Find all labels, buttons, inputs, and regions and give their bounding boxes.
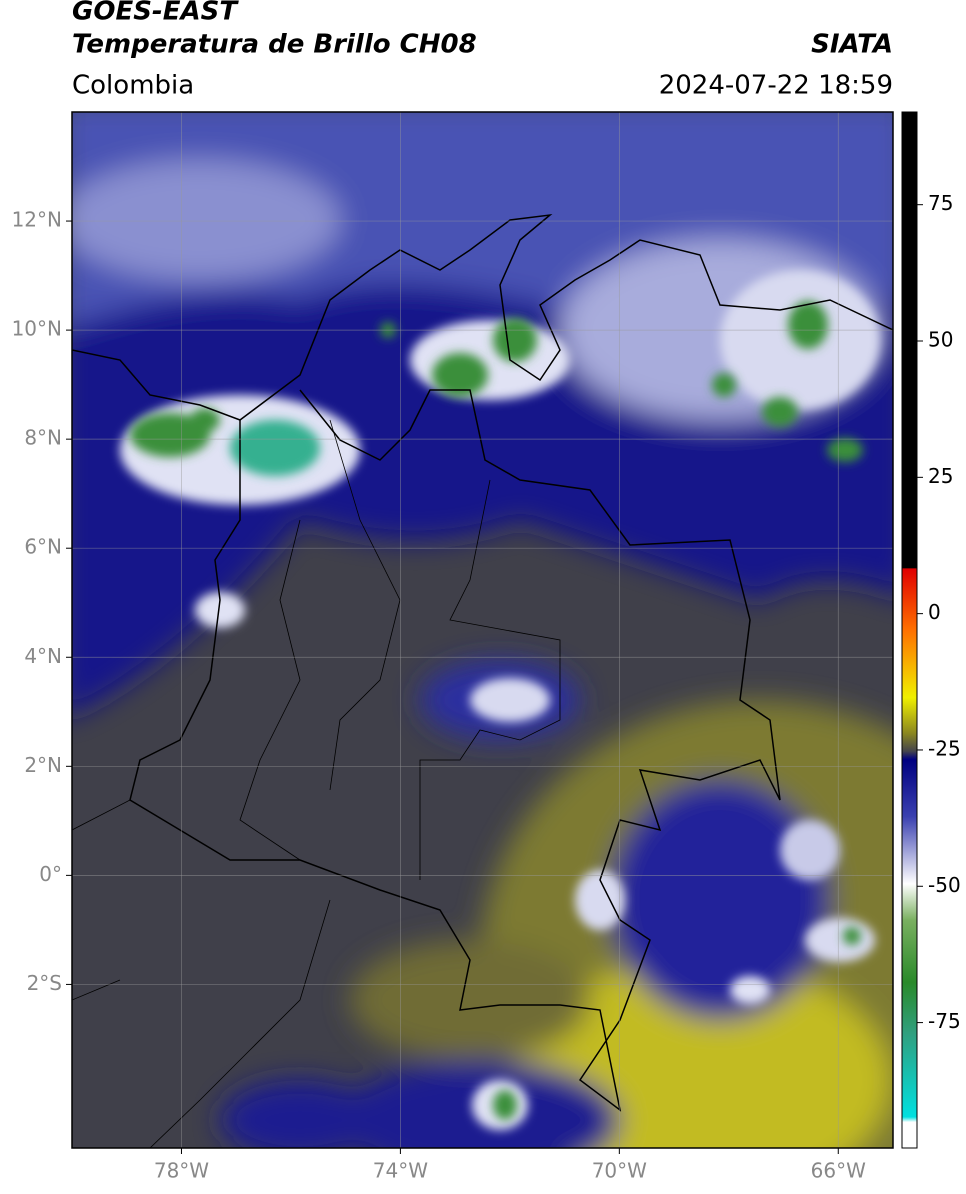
lat-tick-label: 12°N bbox=[12, 208, 62, 232]
colorbar-tick-label: -75 bbox=[928, 1009, 961, 1033]
lat-tick-label: 8°N bbox=[24, 426, 62, 450]
lat-tick-label: 2°S bbox=[27, 971, 62, 995]
colorbar-tick-label: 0 bbox=[928, 600, 941, 624]
map-frame bbox=[71, 111, 894, 1149]
lon-tick-label: 78°W bbox=[154, 1159, 209, 1183]
region: Colombia bbox=[72, 71, 194, 101]
source: SIATA bbox=[811, 30, 893, 60]
lon-tick-label: 74°W bbox=[373, 1159, 428, 1183]
subtitle: Temperatura de Brillo CH08 bbox=[72, 30, 477, 60]
lon-tick-label: 66°W bbox=[811, 1159, 866, 1183]
title: GOES-EAST bbox=[72, 0, 239, 27]
colorbar-tick-label: 25 bbox=[928, 464, 953, 488]
satellite-image bbox=[72, 112, 893, 1148]
lat-tick-label: 10°N bbox=[12, 317, 62, 341]
lat-tick-label: 4°N bbox=[24, 644, 62, 668]
lon-tick-label: 70°W bbox=[592, 1159, 647, 1183]
graticule bbox=[72, 112, 893, 1148]
lat-tick-label: 2°N bbox=[24, 753, 62, 777]
colorbar-tick-label: -25 bbox=[928, 736, 961, 760]
colorbar-tick-label: 75 bbox=[928, 191, 953, 215]
lat-tick-label: 0° bbox=[39, 862, 62, 886]
datetime: 2024-07-22 18:59 bbox=[659, 71, 893, 101]
lat-tick-label: 6°N bbox=[24, 535, 62, 559]
colorbar-tick-label: 50 bbox=[928, 328, 953, 352]
colorbar bbox=[901, 111, 918, 1149]
colorbar-tick-label: -50 bbox=[928, 873, 961, 897]
